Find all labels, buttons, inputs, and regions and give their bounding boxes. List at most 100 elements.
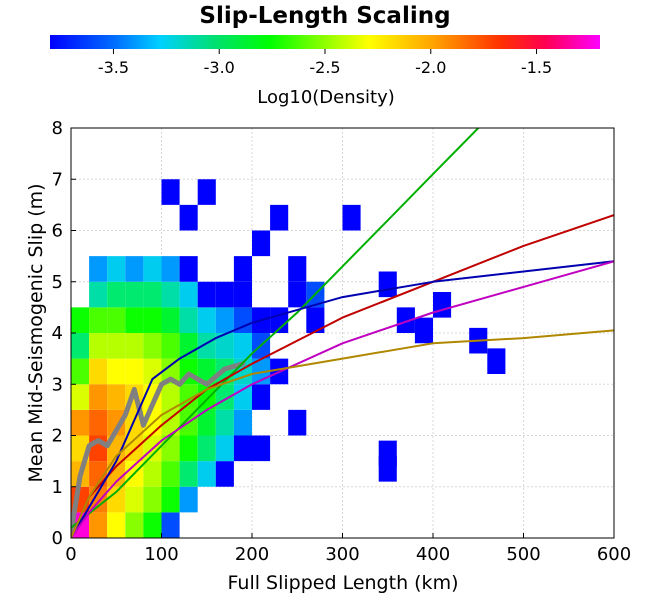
density-cell [161, 307, 180, 333]
colorbar [50, 35, 600, 49]
density-cell [89, 307, 108, 333]
density-cell [143, 256, 162, 282]
density-cell [233, 256, 252, 282]
density-cell [107, 409, 126, 436]
density-cell [179, 384, 198, 410]
colorbar-tick-label: -2.0 [415, 58, 446, 77]
density-cell [161, 333, 180, 359]
density-cell [179, 281, 198, 308]
density-cell [107, 333, 126, 359]
density-cell [215, 307, 234, 333]
y-axis-label: Mean Mid-Seismogenic Slip (m) [25, 183, 47, 482]
density-cell [143, 358, 162, 385]
density-cell [378, 271, 397, 298]
colorbar-tick-label: -1.5 [521, 58, 552, 77]
density-cell [89, 512, 108, 538]
density-cell [71, 358, 90, 385]
x-axis-ticks: 0 100 200 300 400 500 600 [65, 533, 631, 565]
density-cell [161, 179, 180, 205]
density-cell [143, 333, 162, 359]
x-axis-label: Full Slipped Length (km) [228, 572, 459, 594]
x-tick-label: 200 [235, 544, 269, 565]
density-cell [89, 384, 108, 410]
density-cell [233, 384, 252, 410]
colorbar-tick-label: -2.5 [309, 58, 340, 77]
y-tick-label: 6 [52, 221, 63, 242]
density-cell [107, 307, 126, 333]
density-cell [143, 461, 162, 487]
density-cell [179, 204, 198, 231]
series-line [71, 214, 614, 538]
density-cell [125, 512, 144, 538]
density-cell [161, 409, 180, 436]
series-line [71, 260, 614, 538]
density-cell [107, 486, 126, 513]
density-cell [89, 409, 108, 436]
series-line [71, 361, 246, 536]
y-tick-label: 5 [52, 272, 63, 293]
density-cell [71, 409, 90, 436]
density-cell [197, 179, 216, 205]
density-cell [197, 435, 216, 462]
density-cell [215, 384, 234, 410]
density-cell [125, 358, 144, 385]
x-tick-label: 300 [325, 544, 359, 565]
density-cell [197, 461, 216, 487]
density-cell [71, 384, 90, 410]
y-tick-label: 1 [52, 477, 63, 498]
series-line [71, 260, 614, 538]
density-cell [71, 333, 90, 359]
y-axis-ticks: 0 1 2 3 4 5 6 7 8 [52, 118, 76, 549]
density-cell [179, 307, 198, 333]
x-tick-label: 600 [597, 544, 631, 565]
density-cell [125, 256, 144, 282]
density-cell [378, 456, 397, 482]
density-cell [143, 281, 162, 308]
density-cell [107, 256, 126, 282]
density-cell [215, 435, 234, 462]
density-cell [179, 486, 198, 513]
colorbar-ticks: -3.5 -3.0 -2.5 -2.0 -1.5 [98, 49, 552, 77]
y-tick-label: 3 [52, 374, 63, 395]
density-cell [233, 409, 252, 436]
colorbar-tick-label: -3.0 [204, 58, 235, 77]
density-cell [179, 461, 198, 487]
density-cell [342, 204, 361, 231]
density-cell [197, 409, 216, 436]
density-cell [252, 384, 271, 410]
density-cell [107, 384, 126, 410]
density-cell [215, 409, 234, 436]
chart-title: Slip-Length Scaling [199, 3, 450, 29]
y-tick-label: 8 [52, 118, 63, 139]
density-cell [125, 281, 144, 308]
y-tick-label: 2 [52, 426, 63, 447]
density-cell [161, 384, 180, 410]
density-cell [215, 461, 234, 487]
density-cell [161, 461, 180, 487]
density-cell [233, 307, 252, 333]
density-cell [107, 358, 126, 385]
density-cell [215, 281, 234, 308]
x-tick-label: 500 [506, 544, 540, 565]
density-cell [107, 281, 126, 308]
density-cell [143, 512, 162, 538]
colorbar-tick-label: -3.5 [98, 58, 129, 77]
series-line [71, 128, 480, 529]
x-tick-label: 100 [144, 544, 178, 565]
y-tick-label: 0 [52, 528, 63, 549]
density-cell [161, 512, 180, 538]
density-cell [71, 307, 90, 333]
density-cell [433, 292, 452, 318]
density-cell [233, 281, 252, 308]
density-cell [288, 409, 307, 436]
density-cell [125, 307, 144, 333]
density-cell [143, 307, 162, 333]
density-cell [487, 348, 506, 374]
density-cells [71, 179, 506, 538]
x-tick-label: 400 [416, 544, 450, 565]
density-cell [288, 281, 307, 308]
density-cell [143, 486, 162, 513]
density-cell [89, 358, 108, 385]
density-cell [197, 333, 216, 359]
density-cell [89, 281, 108, 308]
